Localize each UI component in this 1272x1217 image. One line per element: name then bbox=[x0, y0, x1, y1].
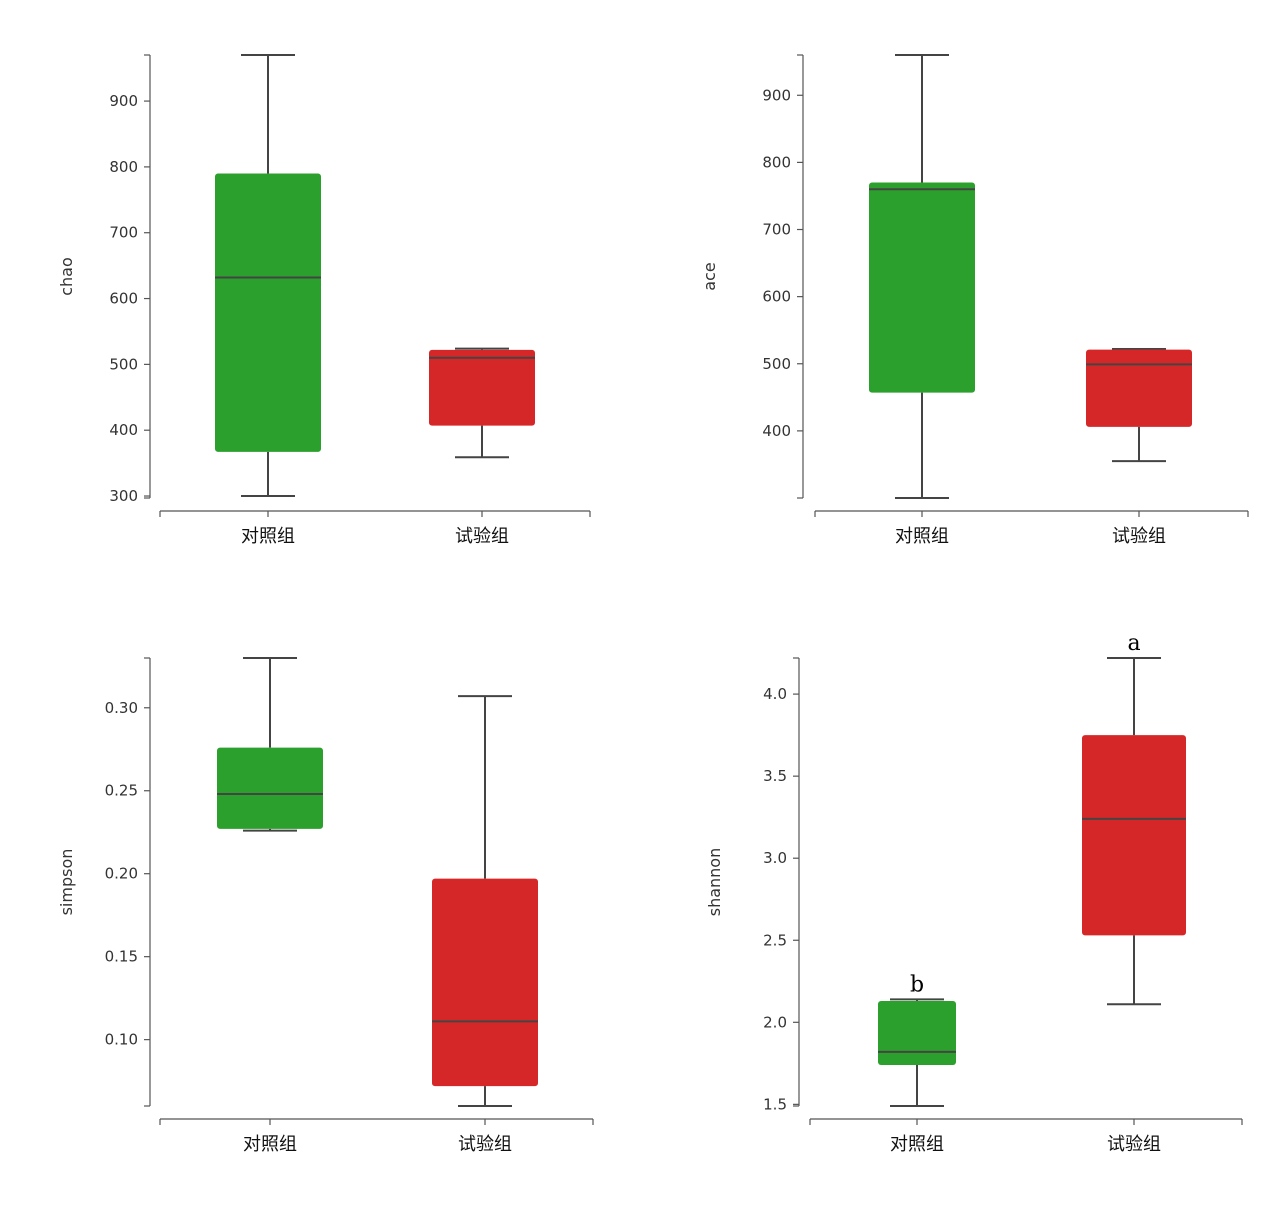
box-treatment bbox=[1086, 347, 1192, 463]
box-control bbox=[217, 657, 323, 832]
iqr-box bbox=[215, 173, 321, 452]
y-tick-label: 700 bbox=[109, 224, 138, 242]
y-tick-label: 900 bbox=[109, 92, 138, 110]
iqr-box bbox=[869, 182, 975, 393]
iqr-box bbox=[217, 747, 323, 829]
y-tick-label: 900 bbox=[762, 86, 791, 104]
box-treatment bbox=[432, 695, 538, 1107]
significance-label: b bbox=[910, 972, 924, 997]
iqr-box bbox=[432, 878, 538, 1087]
boxplot-panel-chao: 300 400 500 600 700 800 900 chao 对照组 试验组 bbox=[57, 54, 591, 547]
y-tick-label: 3.0 bbox=[763, 849, 787, 867]
box-treatment bbox=[429, 347, 535, 459]
y-tick-label: 700 bbox=[762, 221, 791, 239]
iqr-box bbox=[1086, 349, 1192, 427]
y-tick-label: 0.20 bbox=[105, 865, 138, 883]
box-control bbox=[215, 54, 321, 498]
y-tick-label: 600 bbox=[762, 288, 791, 306]
y-tick-label: 2.5 bbox=[763, 931, 787, 949]
y-tick-label: 4.0 bbox=[763, 685, 787, 703]
x-category-label: 试验组 bbox=[455, 526, 509, 547]
y-tick-label: 300 bbox=[109, 487, 138, 505]
y-axis-title: shannon bbox=[705, 848, 724, 917]
y-tick-label: 500 bbox=[109, 355, 138, 373]
y-tick-label: 1.5 bbox=[763, 1095, 787, 1113]
x-category-label: 试验组 bbox=[1107, 1134, 1161, 1155]
y-tick-label: 2.0 bbox=[763, 1013, 787, 1031]
x-category-label: 对照组 bbox=[895, 526, 949, 547]
y-axis-title: chao bbox=[57, 257, 76, 296]
y-tick-label: 400 bbox=[762, 422, 791, 440]
iqr-box bbox=[429, 349, 535, 426]
boxplot-panel-shannon: 1.5 2.0 2.5 3.0 3.5 4.0 shannon b 对照组 a 试验组 bbox=[705, 631, 1243, 1155]
x-category-label: 对照组 bbox=[890, 1134, 944, 1155]
boxplot-panel-simpson: 0.10 0.15 0.20 0.25 0.30 simpson 对照组 试验组 bbox=[57, 657, 594, 1155]
iqr-box bbox=[1082, 735, 1186, 936]
y-tick-label: 0.10 bbox=[105, 1031, 138, 1049]
y-tick-label: 600 bbox=[109, 290, 138, 308]
y-axis-title: ace bbox=[700, 262, 719, 290]
x-category-label: 对照组 bbox=[241, 526, 295, 547]
y-tick-label: 400 bbox=[109, 421, 138, 439]
y-tick-label: 0.25 bbox=[105, 782, 138, 800]
box-treatment: a bbox=[1082, 631, 1186, 1006]
y-tick-label: 0.15 bbox=[105, 948, 138, 966]
boxplot-panel-ace: 400 500 600 700 800 900 ace 对照组 试验组 bbox=[700, 54, 1249, 547]
y-tick-label: 0.30 bbox=[105, 699, 138, 717]
y-tick-label: 3.5 bbox=[763, 767, 787, 785]
x-category-label: 试验组 bbox=[458, 1134, 512, 1155]
box-control bbox=[869, 54, 975, 499]
y-tick-label: 800 bbox=[109, 158, 138, 176]
y-axis-title: simpson bbox=[57, 849, 76, 916]
y-tick-label: 500 bbox=[762, 355, 791, 373]
y-tick-label: 800 bbox=[762, 153, 791, 171]
x-category-label: 对照组 bbox=[243, 1134, 297, 1155]
iqr-box bbox=[878, 1000, 956, 1065]
significance-label: a bbox=[1127, 631, 1140, 656]
box-control: b bbox=[878, 972, 956, 1107]
x-category-label: 试验组 bbox=[1112, 526, 1166, 547]
